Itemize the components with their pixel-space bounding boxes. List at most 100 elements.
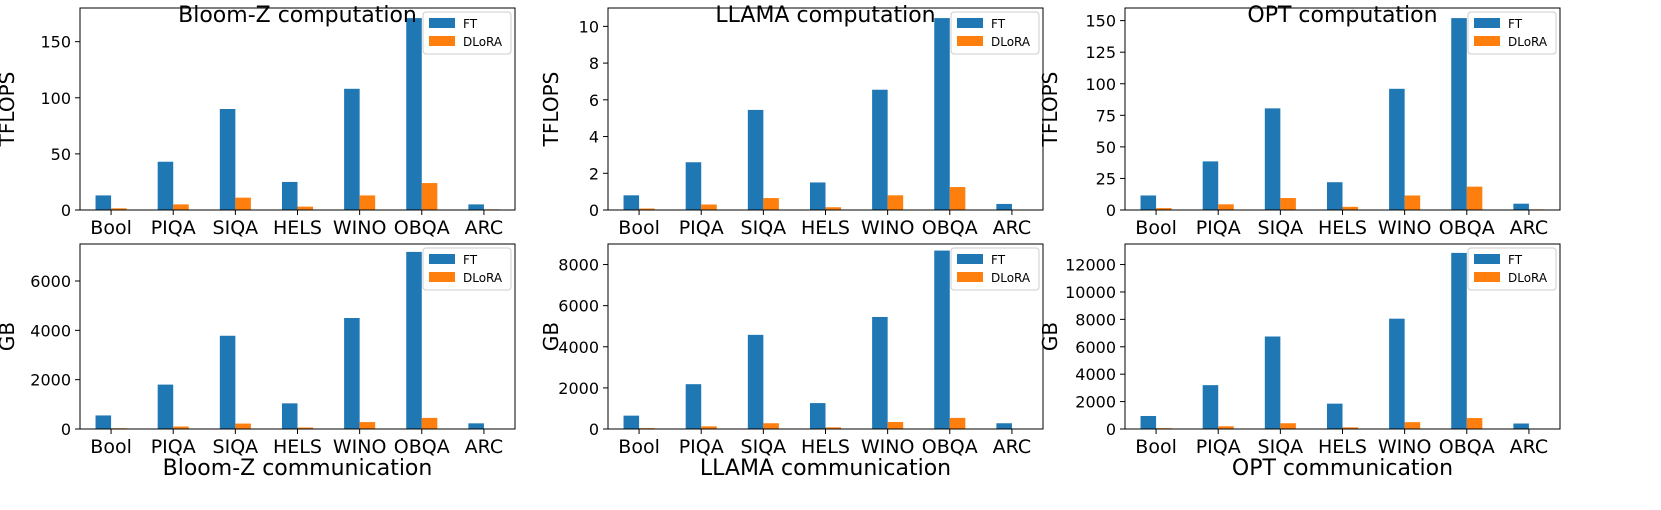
y-tick-label: 6000 <box>558 297 599 316</box>
y-tick-label: 6000 <box>1075 338 1116 357</box>
y-tick-label: 2000 <box>30 371 71 390</box>
bar-ft-bool <box>1140 415 1157 429</box>
x-tick-label: Bool <box>618 436 660 458</box>
bar-ft-siqa <box>219 335 236 429</box>
legend: FT DLoRA <box>1467 11 1557 55</box>
y-tick-label: 50 <box>51 145 71 164</box>
y-axis-label: GB <box>1038 322 1062 351</box>
bar-dlora-piqa <box>701 426 717 429</box>
bar-dlora-siqa <box>1280 423 1296 429</box>
legend-swatch-ft <box>429 18 455 28</box>
chart-bloomz-communication: 0 2000 4000 6000 Bool PIQA SIQA HELS WINO OBQA ARC… <box>0 243 516 481</box>
legend-label-dlora: DLoRA <box>1508 35 1548 49</box>
y-tick-label: 100 <box>1085 75 1116 94</box>
y-tick-label: 0 <box>1106 420 1116 439</box>
x-tick-label: HELS <box>273 436 322 458</box>
legend-label-ft: FT <box>463 253 478 267</box>
y-axis-label: GB <box>0 322 19 351</box>
bar-ft-arc <box>1513 203 1529 210</box>
bar-ft-bool <box>95 415 112 429</box>
bar-dlora-piqa <box>1218 204 1234 210</box>
x-tick-label: HELS <box>1318 217 1367 239</box>
x-tick-label: PIQA <box>1196 217 1241 239</box>
y-tick-label: 0 <box>61 420 71 439</box>
y-tick-label: 4000 <box>1075 365 1116 384</box>
bar-ft-hels <box>281 181 298 210</box>
x-tick-label: WINO <box>1378 436 1432 458</box>
y-tick-label: 0 <box>589 420 599 439</box>
bar-dlora-hels <box>825 427 842 429</box>
x-tick-label: Bool <box>90 217 132 239</box>
y-tick-label: 0 <box>61 201 71 220</box>
x-tick-label: OBQA <box>1439 436 1495 458</box>
x-tick-label: SIQA <box>1258 217 1304 239</box>
y-axis-label: GB <box>539 322 563 351</box>
x-tick-label: OBQA <box>1439 217 1495 239</box>
bar-dlora-bool <box>111 208 127 210</box>
x-tick-label: PIQA <box>679 436 724 458</box>
x-tick-label: OBQA <box>394 436 450 458</box>
y-tick-label: 10 <box>579 17 599 36</box>
x-tick-label: ARC <box>465 217 504 239</box>
y-tick-label: 0 <box>1106 201 1116 220</box>
bar-ft-hels <box>1326 403 1343 429</box>
x-tick-label: OBQA <box>922 217 978 239</box>
bar-dlora-hels <box>297 206 314 210</box>
chart-llama-computation: 0 2 4 6 8 10 Bool PIQA SIQA HELS WINO OBQA ARC TFLOPS… <box>539 3 1044 239</box>
y-axis-label: TFLOPS <box>0 72 19 148</box>
bar-dlora-siqa <box>235 197 251 210</box>
bar-ft-obqa <box>1451 252 1467 429</box>
x-tick-label: HELS <box>1318 436 1367 458</box>
bar-dlora-hels <box>1342 206 1359 210</box>
bar-dlora-obqa <box>1466 186 1483 210</box>
bar-ft-hels <box>1326 182 1343 210</box>
bar-ft-obqa <box>1451 18 1467 210</box>
bar-ft-wino <box>872 89 888 210</box>
bar-dlora-hels <box>825 207 842 210</box>
bar-ft-hels <box>809 403 826 429</box>
x-tick-label: ARC <box>465 436 504 458</box>
x-tick-label: WINO <box>333 217 387 239</box>
y-tick-label: 0 <box>589 201 599 220</box>
x-tick-label: OBQA <box>394 217 450 239</box>
bar-dlora-siqa <box>763 198 779 210</box>
bar-ft-arc <box>996 423 1012 429</box>
bar-dlora-siqa <box>235 423 251 429</box>
bar-dlora-siqa <box>1280 198 1296 210</box>
x-axis-label: LLAMA communication <box>700 456 951 481</box>
chart-title: LLAMA computation <box>715 3 935 28</box>
y-tick-label: 10000 <box>1065 283 1116 302</box>
y-tick-label: 2000 <box>558 379 599 398</box>
bar-ft-hels <box>281 403 298 429</box>
bar-dlora-obqa <box>1466 418 1483 429</box>
legend-swatch-dlora <box>1474 272 1500 282</box>
bar-ft-siqa <box>1264 108 1281 210</box>
x-tick-label: SIQA <box>213 217 259 239</box>
bar-ft-piqa <box>685 384 702 429</box>
bar-ft-piqa <box>157 161 174 210</box>
y-tick-label: 6 <box>589 91 599 110</box>
bar-ft-piqa <box>1202 385 1219 429</box>
legend-label-ft: FT <box>1508 253 1523 267</box>
y-tick-label: 8000 <box>1075 310 1116 329</box>
y-tick-label: 25 <box>1096 169 1116 188</box>
bar-ft-bool <box>95 195 112 210</box>
legend-swatch-ft <box>957 18 983 28</box>
chart-title: OPT computation <box>1247 3 1437 28</box>
bar-ft-siqa <box>747 334 764 429</box>
bar-dlora-bool <box>1156 208 1172 210</box>
x-tick-label: ARC <box>993 436 1032 458</box>
legend-label-ft: FT <box>991 253 1006 267</box>
bar-dlora-obqa <box>421 417 438 429</box>
bar-ft-wino <box>1389 88 1405 210</box>
bar-ft-wino <box>344 88 360 210</box>
x-tick-label: OBQA <box>922 436 978 458</box>
x-tick-label: ARC <box>1510 436 1549 458</box>
y-tick-label: 150 <box>40 33 71 52</box>
x-tick-label: WINO <box>1378 217 1432 239</box>
x-tick-label: Bool <box>618 217 660 239</box>
x-tick-label: HELS <box>273 217 322 239</box>
chart-opt-computation: 0 25 50 75 100 125 150 Bool PIQA SIQA HELS WINO OBQA… <box>1038 3 1561 239</box>
y-tick-label: 100 <box>40 89 71 108</box>
